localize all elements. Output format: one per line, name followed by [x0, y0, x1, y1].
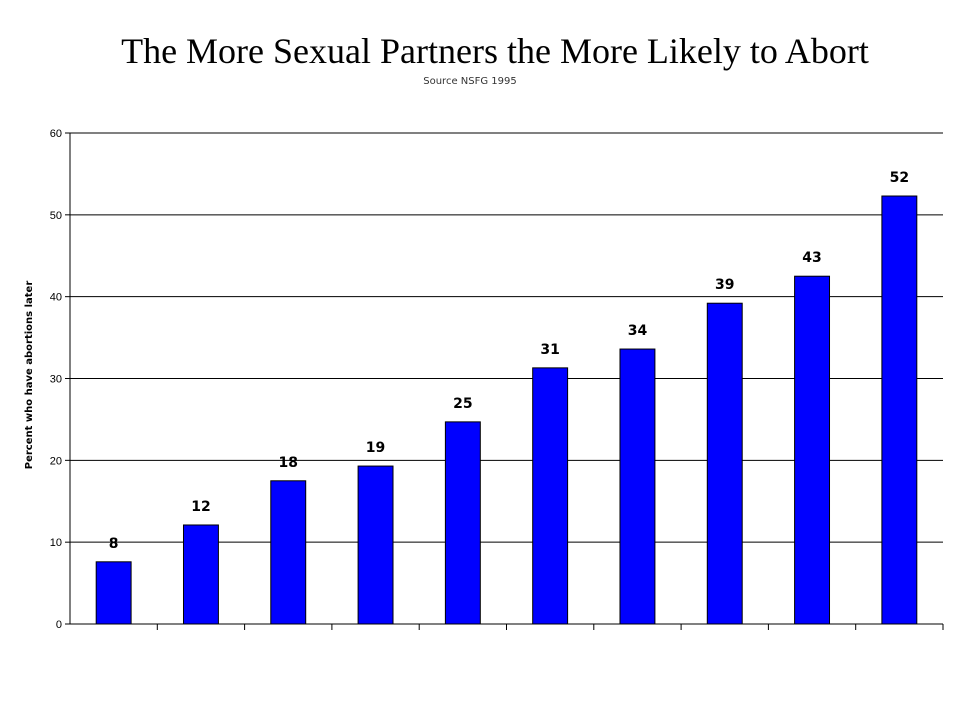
y-tick-label: 0 — [56, 619, 62, 631]
bar — [270, 480, 307, 625]
bar — [619, 348, 656, 625]
y-axis-label: Percent who have abortions later — [24, 281, 35, 470]
y-tick-label: 20 — [50, 455, 62, 467]
data-label: 39 — [715, 277, 734, 293]
data-label: 43 — [802, 250, 821, 266]
bar — [182, 524, 219, 625]
chart-subtitle: Source NSFG 1995 — [423, 76, 517, 87]
data-label: 31 — [540, 342, 559, 358]
bar — [881, 195, 918, 625]
data-label: 12 — [191, 499, 210, 515]
data-label: 19 — [366, 440, 385, 456]
y-axis-ticks: 0 10 20 30 40 50 60 — [50, 128, 70, 631]
y-tick-label: 40 — [50, 292, 62, 304]
data-label: 34 — [628, 323, 648, 339]
bars — [95, 195, 918, 625]
y-tick-label: 30 — [50, 374, 62, 386]
bar — [794, 275, 831, 625]
bar — [706, 302, 743, 625]
data-labels: 8 12 18 19 25 31 34 39 43 52 — [109, 170, 909, 552]
y-tick-label: 50 — [50, 210, 62, 222]
data-label: 8 — [109, 536, 119, 552]
y-tick-label: 60 — [50, 128, 62, 140]
chart-title: The More Sexual Partners the More Likely… — [121, 31, 869, 71]
bar — [357, 465, 394, 625]
bar — [532, 367, 569, 625]
bar — [95, 561, 132, 625]
data-label: 52 — [890, 170, 909, 186]
data-label: 25 — [453, 396, 472, 412]
axes — [69, 133, 944, 630]
y-tick-label: 10 — [50, 537, 62, 549]
bar — [444, 421, 481, 625]
data-label: 18 — [279, 455, 298, 471]
